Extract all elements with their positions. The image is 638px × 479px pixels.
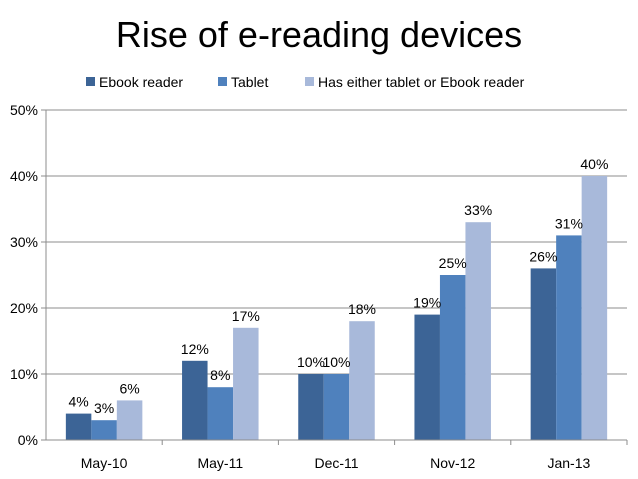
legend-swatch <box>218 77 227 86</box>
y-tick-label: 0% <box>18 432 38 448</box>
bar <box>465 222 491 440</box>
bar <box>530 268 557 440</box>
data-label: 25% <box>439 255 467 271</box>
data-label: 12% <box>181 341 209 357</box>
x-tick-label: Nov-12 <box>430 455 475 471</box>
legend-swatch <box>86 77 95 86</box>
y-tick-label: 10% <box>10 366 38 382</box>
bar <box>116 400 143 440</box>
x-tick-label: Dec-11 <box>314 455 358 471</box>
data-label: 19% <box>413 295 441 311</box>
legend-label: Has either tablet or Ebook reader <box>318 74 525 90</box>
y-tick-label: 30% <box>10 234 38 250</box>
data-label: 3% <box>94 400 114 416</box>
bar <box>349 321 375 440</box>
y-tick-label: 50% <box>10 102 38 118</box>
legend-label: Ebook reader <box>99 74 183 90</box>
bar <box>414 314 440 440</box>
data-label: 18% <box>348 301 376 317</box>
bar <box>182 360 208 440</box>
bar <box>91 420 117 440</box>
data-label: 17% <box>232 308 260 324</box>
bars-layer <box>65 176 608 440</box>
grid-layer <box>46 109 627 375</box>
bar <box>556 235 582 440</box>
x-tick-label: Jan-13 <box>547 455 590 471</box>
bar <box>298 374 324 440</box>
bar <box>439 275 466 440</box>
legend-swatch <box>305 77 314 86</box>
bar <box>323 374 350 440</box>
data-label: 31% <box>555 215 583 231</box>
bar <box>207 387 234 440</box>
x-tick-label: May-10 <box>81 455 128 471</box>
data-labels-layer: 4% 3% 6% 12%8% 17% 10%10% 18% 19% 25% 33% 26% 31% 40… <box>68 156 608 416</box>
data-label: 8% <box>210 367 230 383</box>
data-label: 33% <box>464 202 492 218</box>
data-label: 10% <box>297 354 325 370</box>
bar <box>581 176 608 440</box>
data-label: 6% <box>119 380 139 396</box>
chart-title: Rise of e-reading devices <box>115 14 523 55</box>
data-label: 10% <box>322 354 350 370</box>
y-tick-label: 20% <box>10 300 38 316</box>
bar <box>233 327 259 440</box>
axes-layer: 0% 10% 20% 30% 40% 50% May-10 May-11 Dec-11 Nov-1… <box>10 102 628 471</box>
data-label: 4% <box>68 394 88 410</box>
legend: Ebook reader Tablet Has either tablet or E… <box>86 74 525 90</box>
x-tick-label: May-11 <box>197 455 243 471</box>
y-tick-label: 40% <box>10 168 38 184</box>
data-label: 40% <box>580 156 608 172</box>
legend-label: Tablet <box>231 74 268 90</box>
bar <box>65 413 92 440</box>
data-label: 26% <box>529 248 557 264</box>
